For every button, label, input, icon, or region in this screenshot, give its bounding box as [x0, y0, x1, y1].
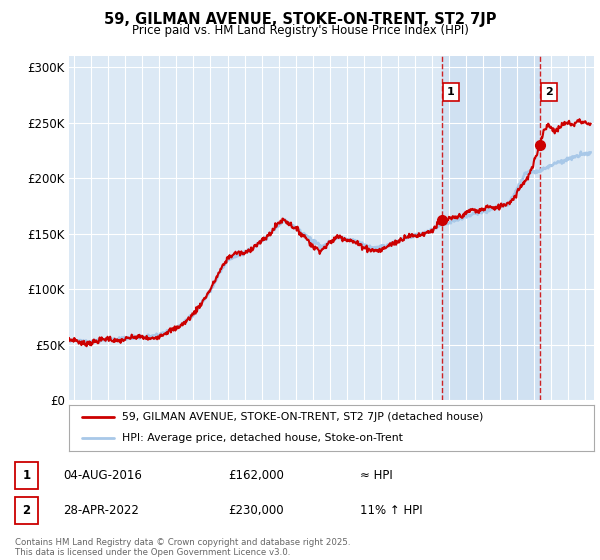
Text: 59, GILMAN AVENUE, STOKE-ON-TRENT, ST2 7JP (detached house): 59, GILMAN AVENUE, STOKE-ON-TRENT, ST2 7…	[121, 412, 483, 422]
Text: Price paid vs. HM Land Registry's House Price Index (HPI): Price paid vs. HM Land Registry's House …	[131, 24, 469, 36]
Text: 1: 1	[22, 469, 31, 482]
Text: 59, GILMAN AVENUE, STOKE-ON-TRENT, ST2 7JP: 59, GILMAN AVENUE, STOKE-ON-TRENT, ST2 7…	[104, 12, 496, 27]
Text: £162,000: £162,000	[228, 469, 284, 482]
Text: ≈ HPI: ≈ HPI	[360, 469, 393, 482]
Text: 1: 1	[447, 87, 455, 97]
Bar	[442, 56, 540, 400]
Text: 11% ↑ HPI: 11% ↑ HPI	[360, 503, 422, 517]
Text: 28-APR-2022: 28-APR-2022	[63, 503, 139, 517]
Text: Contains HM Land Registry data © Crown copyright and database right 2025.
This d: Contains HM Land Registry data © Crown c…	[15, 538, 350, 557]
Text: 2: 2	[545, 87, 553, 97]
Text: 2: 2	[22, 503, 31, 517]
Text: £230,000: £230,000	[228, 503, 284, 517]
Text: HPI: Average price, detached house, Stoke-on-Trent: HPI: Average price, detached house, Stok…	[121, 433, 403, 444]
Text: 04-AUG-2016: 04-AUG-2016	[63, 469, 142, 482]
